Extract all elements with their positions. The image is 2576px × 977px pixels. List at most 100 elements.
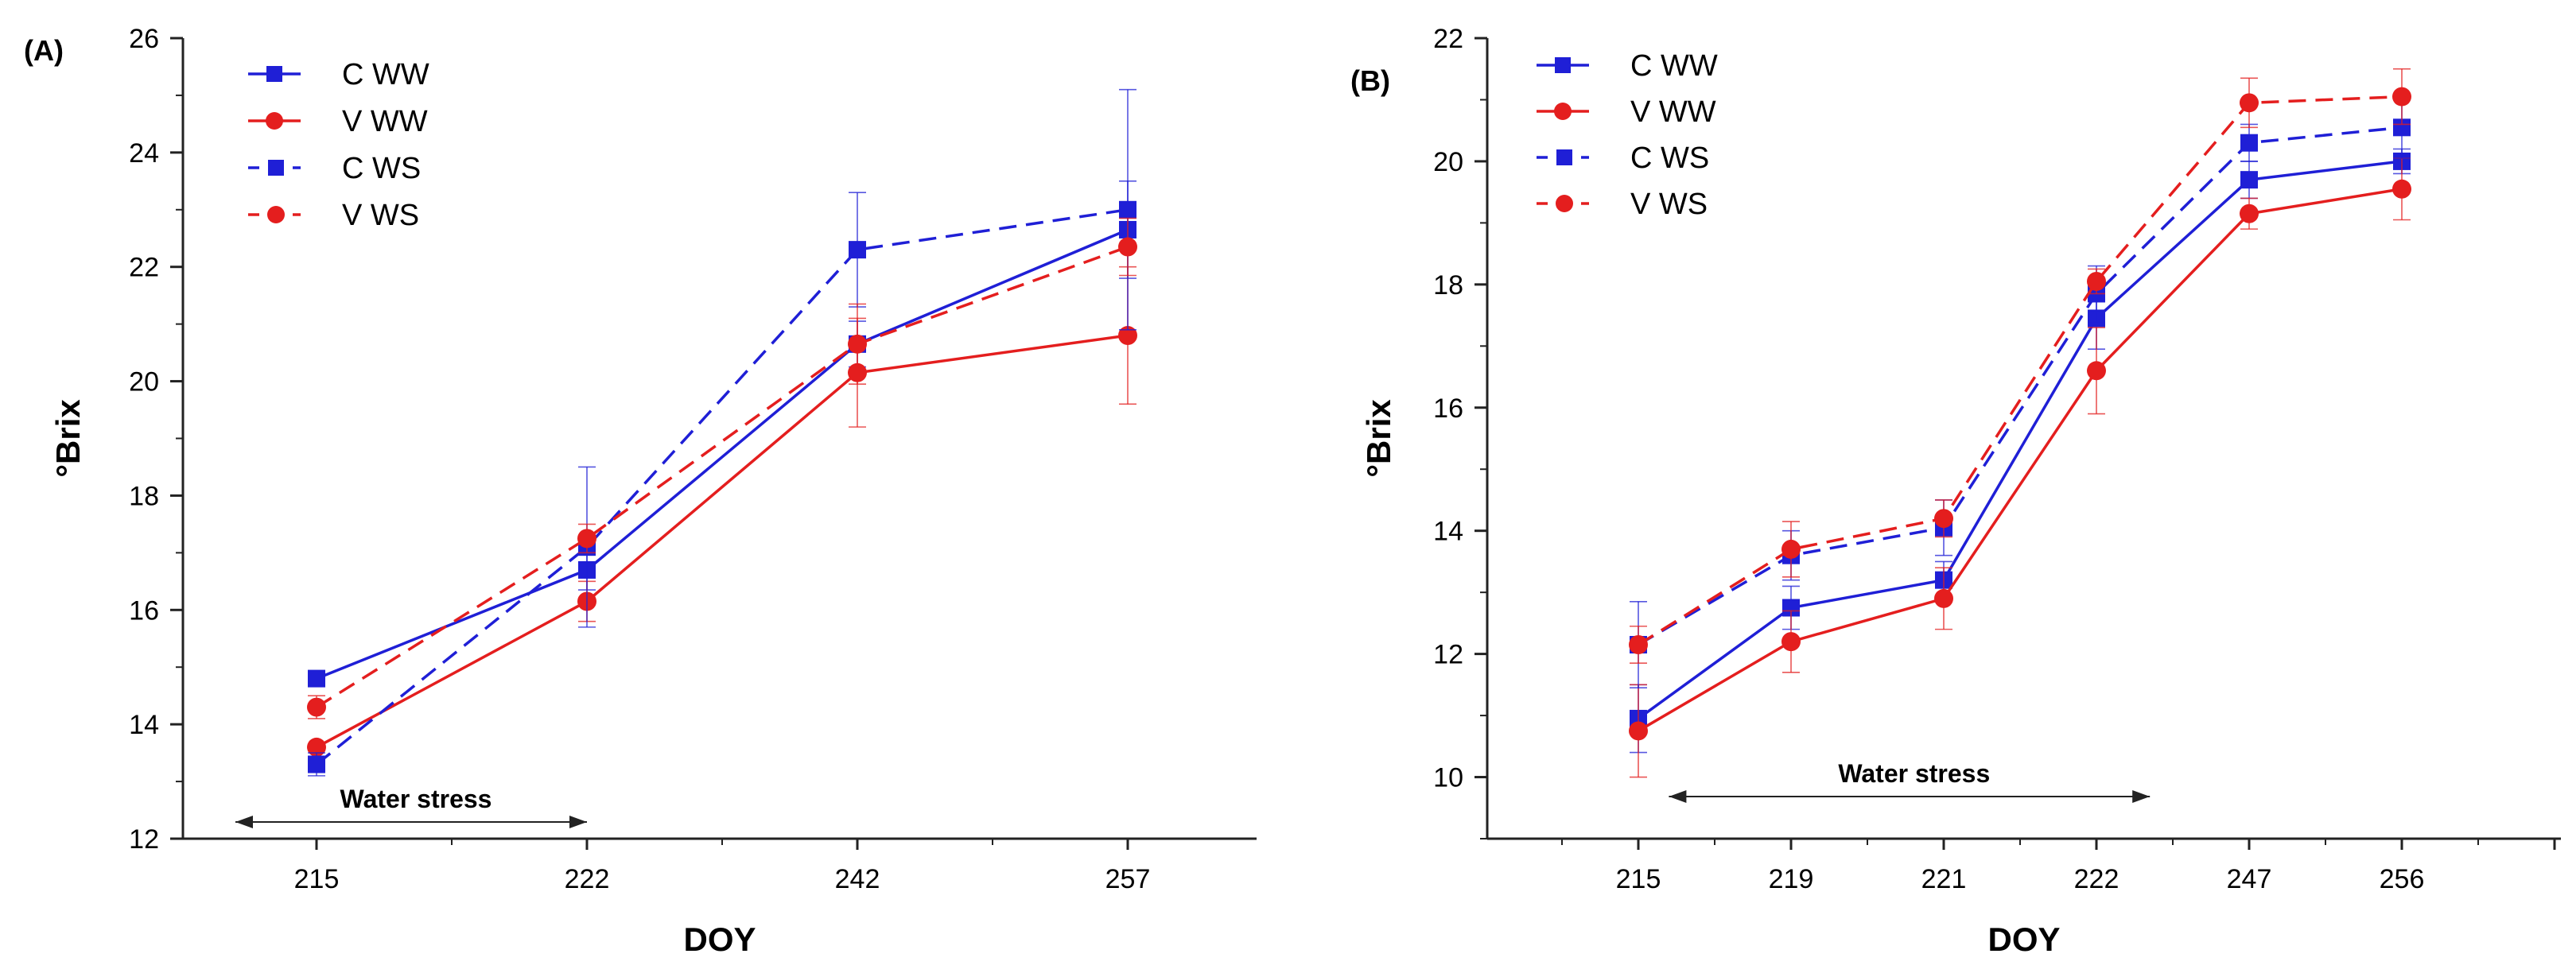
y-tick-label: 18 xyxy=(129,481,159,511)
data-point-circle xyxy=(1781,632,1801,652)
data-point-circle xyxy=(1934,588,1953,608)
data-point-circle xyxy=(577,529,596,549)
y-tick-label: 20 xyxy=(129,367,159,397)
legend-label: C WW xyxy=(342,58,429,91)
legend-marker-circle xyxy=(267,206,285,223)
series-c-ws xyxy=(1630,95,2411,689)
legend-marker-circle xyxy=(1554,103,1572,120)
legend-entry: C WS xyxy=(248,152,421,185)
y-tick-label: 20 xyxy=(1433,147,1463,177)
y-tick-label: 14 xyxy=(1433,517,1463,547)
water-stress-arrow-head-right xyxy=(2132,790,2151,803)
legend-entry: V WW xyxy=(1537,95,1716,129)
water-stress-arrow-head-right xyxy=(569,816,587,828)
legend-label: C WW xyxy=(1630,49,1718,83)
panel-b-chart: (B) 10 12 14 16 18 20 22 215 219 221 222 247 256 DOY °B… xyxy=(1350,24,2561,958)
legend-entry: C WS xyxy=(1537,142,1709,175)
data-point-circle xyxy=(2087,361,2106,381)
legend-marker-circle xyxy=(266,112,283,130)
y-tick-label: 16 xyxy=(1433,394,1463,424)
data-point-square xyxy=(1119,200,1136,219)
legend-label: V WW xyxy=(1630,95,1716,129)
y-tick-label: 18 xyxy=(1433,270,1463,300)
legend-marker-square xyxy=(266,66,282,82)
x-tick-label: 222 xyxy=(565,864,610,894)
y-tick-label: 14 xyxy=(129,710,159,740)
legend-entry: V WS xyxy=(248,199,419,232)
legend-entry: C WW xyxy=(1537,49,1718,83)
legend-entry: V WS xyxy=(1537,188,1708,221)
series-line xyxy=(316,334,1129,749)
legend-label: C WS xyxy=(1630,142,1709,175)
series-line xyxy=(1638,188,2403,732)
y-axis-title: °Brix xyxy=(49,399,87,478)
series-v-ws xyxy=(1629,68,2411,665)
x-tick-label: 215 xyxy=(1616,864,1661,894)
series-line xyxy=(1638,126,2403,646)
data-point-circle xyxy=(1629,634,1648,654)
data-point-circle xyxy=(2392,87,2411,107)
series-c-ws xyxy=(308,88,1136,777)
data-point-circle xyxy=(2240,93,2259,113)
data-point-square xyxy=(2240,171,2258,189)
series-c-ww xyxy=(308,180,1136,688)
legend-marker-square xyxy=(1556,149,1572,165)
legend-label: V WS xyxy=(342,199,419,232)
legend-marker-circle xyxy=(1556,195,1573,212)
water-stress-arrow-head-left xyxy=(235,816,253,828)
y-tick-label: 24 xyxy=(129,138,159,169)
series-v-ww xyxy=(1629,157,2411,778)
panel-a-chart: (A) 12 14 16 18 20 22 24 26 215 222 242 257 DOY °Brix W… xyxy=(24,24,1257,958)
series-v-ww xyxy=(307,266,1137,757)
series-line xyxy=(1637,160,2403,720)
data-point-circle xyxy=(2240,204,2259,223)
data-point-circle xyxy=(1629,721,1648,741)
legend-label: V WW xyxy=(342,105,428,138)
data-point-circle xyxy=(848,334,867,354)
legend-marker-square xyxy=(268,160,284,176)
data-point-circle xyxy=(2087,271,2106,291)
legend-label: V WS xyxy=(1630,188,1708,221)
water-stress-annotation: Water stress xyxy=(235,785,587,828)
panel-label: (B) xyxy=(1350,64,1390,97)
x-tick-label: 222 xyxy=(2074,864,2119,894)
data-point-circle xyxy=(1781,539,1801,559)
y-tick-label: 26 xyxy=(129,24,159,54)
series-v-ws xyxy=(307,217,1137,719)
series-c-ww xyxy=(1630,148,2411,754)
y-tick-label: 16 xyxy=(129,595,159,626)
x-tick-label: 256 xyxy=(2380,864,2425,894)
data-point-square xyxy=(2393,118,2411,137)
y-axis-title: °Brix xyxy=(1360,399,1397,478)
legend-entry: C WW xyxy=(248,58,429,91)
panel-label: (A) xyxy=(24,34,64,67)
series-line xyxy=(316,228,1129,680)
data-point-circle xyxy=(307,697,326,717)
series-line xyxy=(316,245,1129,709)
legend-entry: V WW xyxy=(248,105,428,138)
x-tick-label: 215 xyxy=(294,864,340,894)
y-tick-label: 22 xyxy=(129,253,159,283)
x-axis-title: DOY xyxy=(683,921,756,958)
legend-marker-square xyxy=(1555,57,1571,73)
x-tick-label: 219 xyxy=(1769,864,1814,894)
x-tick-label: 221 xyxy=(1921,864,1967,894)
data-point-circle xyxy=(307,737,326,757)
data-point-square xyxy=(2240,134,2258,152)
y-tick-label: 22 xyxy=(1433,24,1463,54)
water-stress-annotation: Water stress xyxy=(1669,759,2151,803)
data-point-square xyxy=(308,755,325,773)
y-tick-label: 12 xyxy=(1433,640,1463,670)
y-tick-label: 10 xyxy=(1433,763,1463,793)
data-point-circle xyxy=(1118,326,1137,346)
data-point-circle xyxy=(1118,237,1137,257)
data-point-circle xyxy=(1934,509,1953,529)
legend-label: C WS xyxy=(342,152,421,185)
data-point-square xyxy=(1782,599,1800,617)
x-tick-label: 257 xyxy=(1105,864,1151,894)
x-tick-label: 242 xyxy=(835,864,880,894)
data-point-square xyxy=(308,669,325,688)
x-tick-label: 247 xyxy=(2227,864,2272,894)
series-line xyxy=(315,208,1129,766)
water-stress-label: Water stress xyxy=(340,785,492,813)
